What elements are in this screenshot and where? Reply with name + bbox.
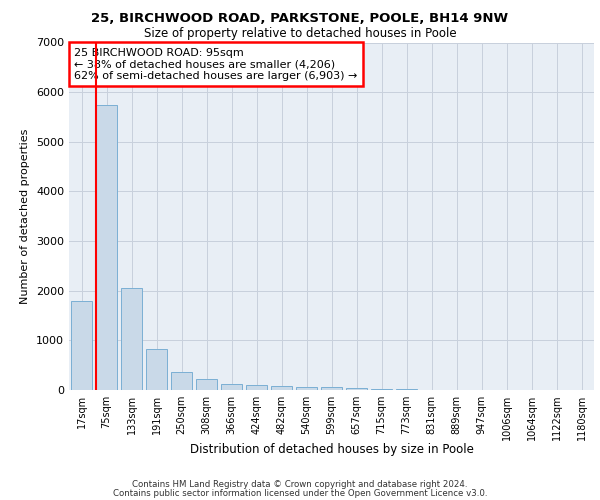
Bar [346,388,367,390]
Bar [96,104,117,390]
Text: Contains public sector information licensed under the Open Government Licence v3: Contains public sector information licen… [113,488,487,498]
Bar [396,389,417,390]
Y-axis label: Number of detached properties: Number of detached properties [20,128,31,304]
Bar [196,379,217,390]
Bar [146,350,167,390]
Bar [271,386,292,390]
Text: Size of property relative to detached houses in Poole: Size of property relative to detached ho… [143,28,457,40]
Bar [171,372,192,390]
Text: 25, BIRCHWOOD ROAD, PARKSTONE, POOLE, BH14 9NW: 25, BIRCHWOOD ROAD, PARKSTONE, POOLE, BH… [91,12,509,26]
Bar [71,300,92,390]
Bar [321,388,342,390]
Bar [296,386,317,390]
Bar [121,288,142,390]
Bar [371,388,392,390]
Text: 25 BIRCHWOOD ROAD: 95sqm
← 38% of detached houses are smaller (4,206)
62% of sem: 25 BIRCHWOOD ROAD: 95sqm ← 38% of detach… [74,48,358,81]
Bar [221,384,242,390]
X-axis label: Distribution of detached houses by size in Poole: Distribution of detached houses by size … [190,443,473,456]
Text: Contains HM Land Registry data © Crown copyright and database right 2024.: Contains HM Land Registry data © Crown c… [132,480,468,489]
Bar [246,385,267,390]
